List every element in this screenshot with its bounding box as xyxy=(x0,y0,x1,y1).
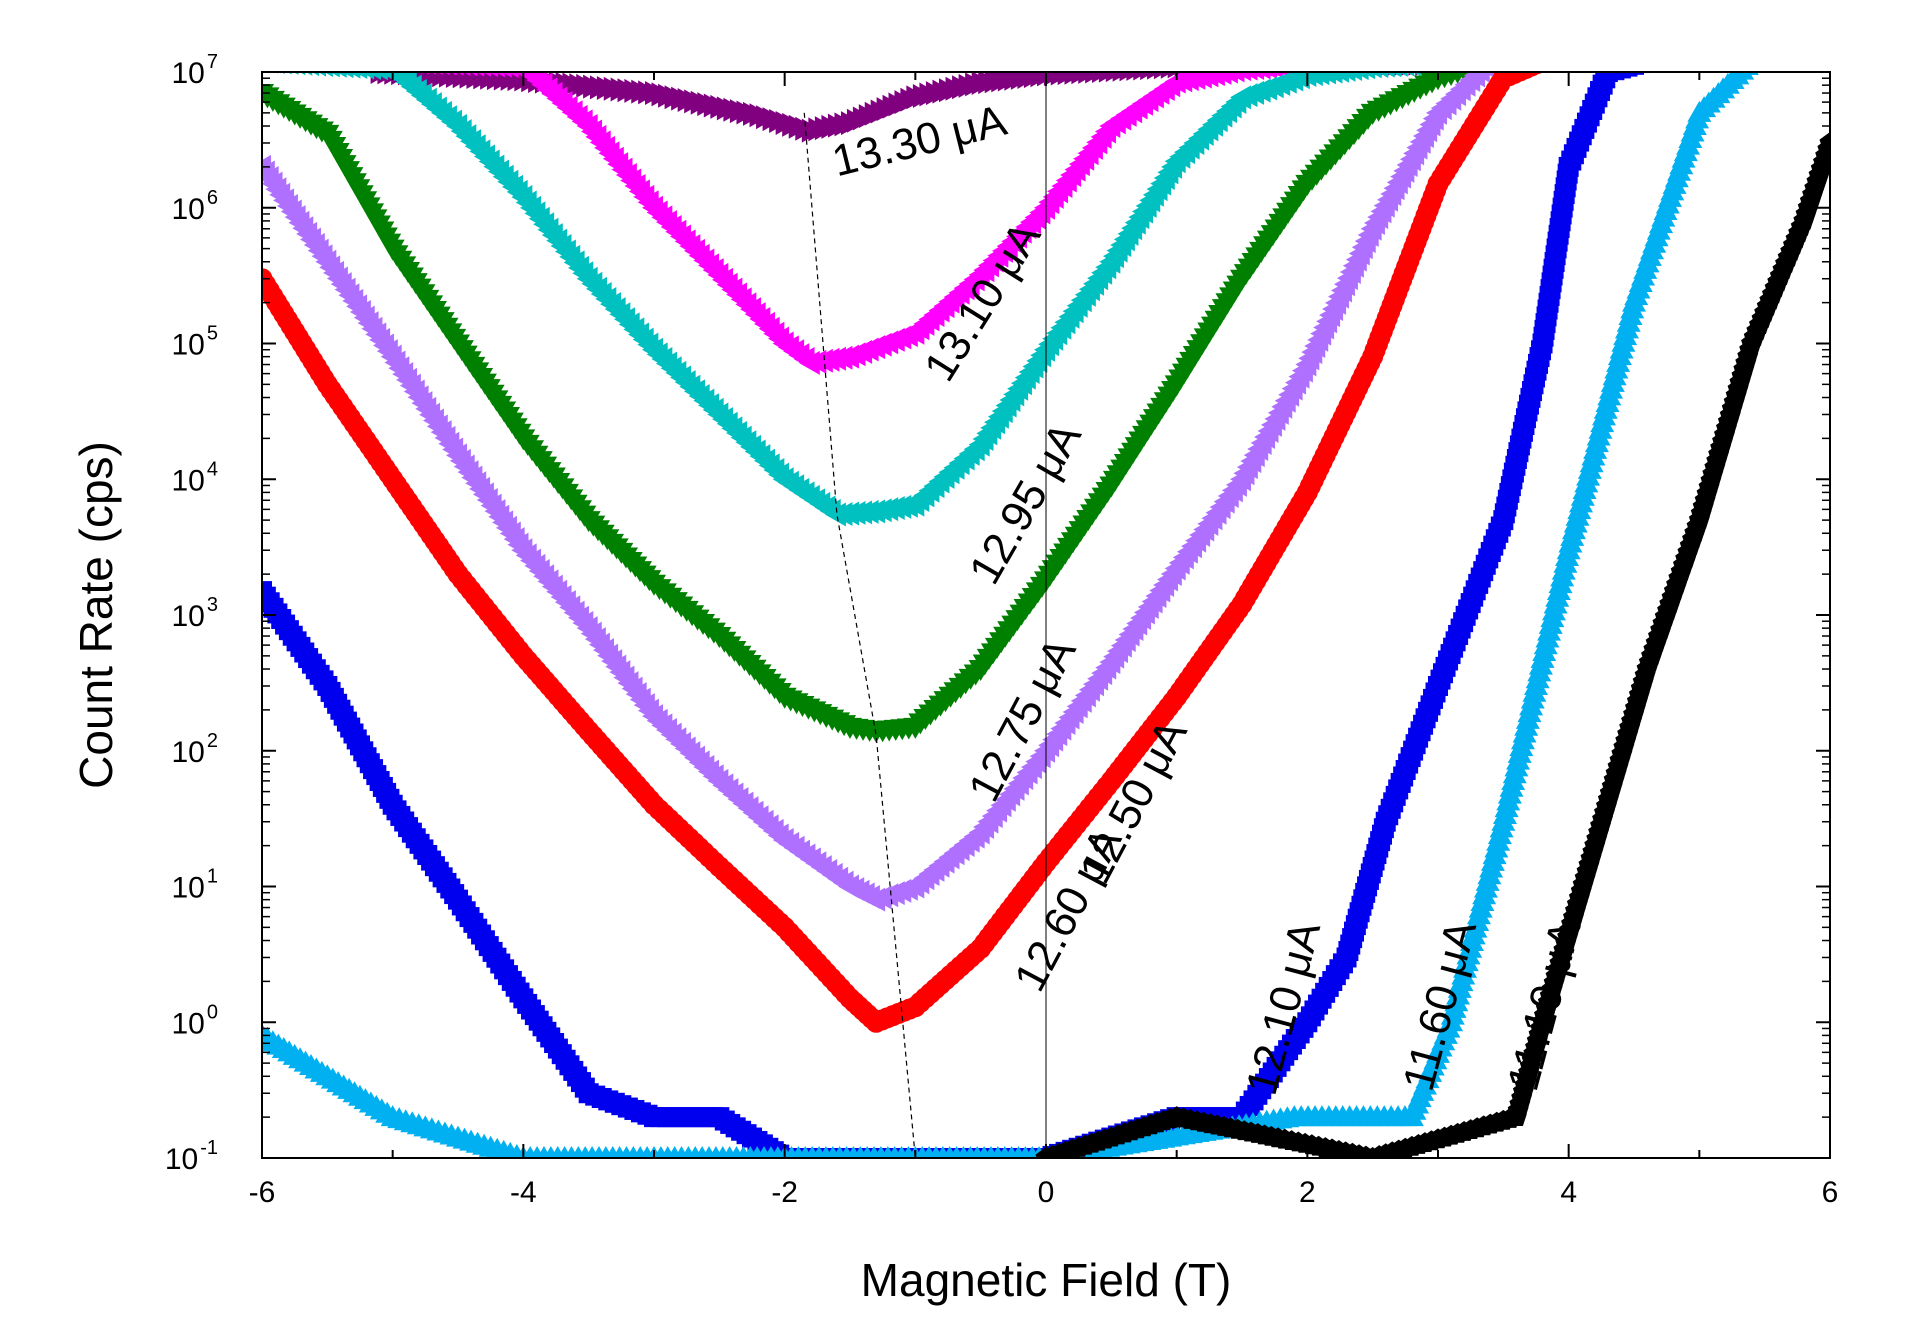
y-tick-exponent: 1 xyxy=(207,866,218,888)
y-tick-exponent: 7 xyxy=(207,51,218,73)
data-point xyxy=(1362,72,1376,80)
data-point xyxy=(1249,72,1265,81)
y-tick-exponent: 3 xyxy=(207,594,218,616)
y-tick-exponent: 0 xyxy=(207,1001,218,1023)
data-point xyxy=(318,72,327,77)
data-point xyxy=(336,72,347,78)
data-point xyxy=(1392,72,1402,78)
data-point xyxy=(1413,72,1421,77)
y-tick-exponent: 6 xyxy=(207,187,218,209)
series-11.60-ua xyxy=(262,72,1759,1158)
data-point xyxy=(1257,72,1271,80)
series-12.75-ua xyxy=(262,72,1491,743)
data-point xyxy=(1272,72,1284,79)
data-point xyxy=(1384,72,1395,78)
x-tick-label: 4 xyxy=(1560,1176,1577,1209)
series-12.60-ua xyxy=(262,72,1500,912)
data-point xyxy=(1092,72,1112,84)
series-layer xyxy=(262,72,1830,1158)
data-point xyxy=(311,72,320,77)
y-tick-exponent: -1 xyxy=(200,1137,218,1159)
x-tick-label: -6 xyxy=(249,1176,276,1209)
x-tick-label: 2 xyxy=(1299,1176,1316,1209)
series-13.10-ua xyxy=(268,72,1447,375)
data-point xyxy=(1624,72,1644,75)
data-point xyxy=(469,72,478,77)
series-11.10-ua xyxy=(1035,132,1830,1158)
data-point xyxy=(342,72,354,79)
data-point xyxy=(1377,72,1389,79)
data-point xyxy=(1346,72,1363,81)
data-point xyxy=(1819,132,1830,152)
data-point xyxy=(501,72,512,78)
x-tick-label: -2 xyxy=(771,1176,798,1209)
data-point xyxy=(495,72,505,78)
data-point xyxy=(324,72,333,77)
x-tick-label: -4 xyxy=(510,1176,537,1209)
y-tick-exponent: 5 xyxy=(207,323,218,345)
data-point xyxy=(508,72,519,78)
guide-layer xyxy=(803,72,1047,1158)
minimum-guide-line xyxy=(803,112,916,1158)
data-point xyxy=(1264,72,1278,79)
data-point xyxy=(1406,72,1415,77)
x-tick-label: 0 xyxy=(1038,1176,1055,1209)
series-12.50-ua xyxy=(262,72,1544,1033)
data-point xyxy=(1160,72,1173,79)
series-12.95-ua xyxy=(268,72,1474,527)
x-axis-title: Magnetic Field (T) xyxy=(861,1254,1232,1306)
y-tick-exponent: 2 xyxy=(207,730,218,752)
y-axis-title: Count Rate (cps) xyxy=(70,441,122,789)
data-point xyxy=(476,72,485,77)
data-point xyxy=(482,72,492,77)
x-tick-label: 6 xyxy=(1822,1176,1839,1209)
data-point xyxy=(348,72,361,79)
y-tick-exponent: 4 xyxy=(207,458,218,480)
data-point xyxy=(1370,72,1382,79)
data-point xyxy=(1399,72,1408,77)
data-point xyxy=(1167,72,1179,79)
data-point xyxy=(1484,72,1495,78)
data-point xyxy=(330,72,340,78)
data-point xyxy=(1354,72,1369,81)
data-point xyxy=(1140,72,1155,81)
data-point xyxy=(1133,72,1149,81)
data-point xyxy=(1471,72,1490,83)
data-point xyxy=(489,72,498,78)
